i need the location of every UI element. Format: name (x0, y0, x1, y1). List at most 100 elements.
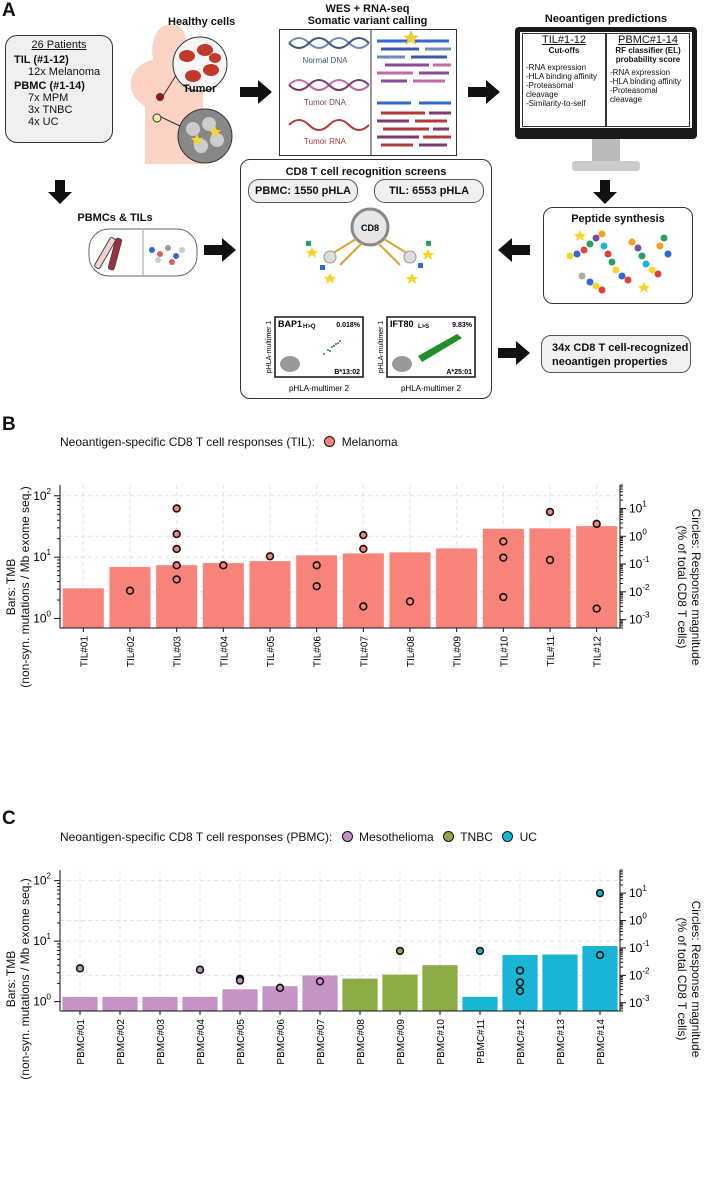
legend-c-title: Neoantigen-specific CD8 T cell responses… (60, 830, 333, 844)
normal-dna-label: Normal DNA (303, 56, 349, 65)
y-tick-exp: 0 (47, 993, 52, 1002)
ylabel-right-b: Circles: Response magnitude (% of total … (675, 437, 703, 737)
response-TIL#07 (359, 602, 368, 611)
arrow-to-screens (204, 238, 236, 262)
legend-c-uc: UC (519, 830, 537, 844)
patients-title: 26 Patients (31, 39, 87, 51)
til-sub: 12x Melanoma (28, 66, 101, 78)
response-TIL#03 (172, 504, 181, 513)
y-tick-exp: 2 (47, 487, 52, 496)
ylabel-right-b-2: (% of total CD8 T cells) (675, 525, 689, 649)
arrow-to-screens-from-peptides (498, 238, 530, 262)
panel-letter-c: C (2, 808, 16, 829)
screens-title: CD8 T cell recognition screens (285, 166, 447, 178)
y-tick-exp: 1 (47, 548, 52, 557)
cd8-cell-illustration: CD8 (306, 207, 434, 284)
response-TIL#03 (172, 575, 181, 584)
ylabel-left-b-2: (non-syn. mutations / Mb exome seq.) (18, 486, 32, 688)
y-tick-label: 102 (33, 872, 51, 888)
bar-PBMC#03 (142, 996, 178, 1011)
pbmc-col-title: PBMC#1-14 (618, 34, 678, 46)
x-tick-label: TIL#03 (173, 636, 184, 668)
y-tick-label: 100 (33, 993, 51, 1009)
pbmc-sub-tnbc: 3x TNBC (28, 104, 73, 116)
til-item-proteasomal: -Proteasomal cleavage (526, 81, 574, 99)
y2-tick-exp: -3 (642, 994, 650, 1003)
flow1-xlabel: pHLA-multimer 2 (289, 384, 350, 393)
y-tick-label: 101 (33, 548, 51, 564)
arrow-down-patients (48, 180, 72, 204)
pbmc-sub-mpm: 7x MPM (28, 92, 69, 104)
response-TIL#07 (359, 530, 368, 540)
response-TIL#10 (499, 553, 508, 562)
y2-tick-exp: 0 (642, 912, 647, 921)
tumor-dna-label: Tumor DNA (304, 98, 347, 107)
y2-tick-label: 10-3 (629, 611, 650, 627)
response-PBMC#06 (275, 983, 285, 993)
panel-letter-b: B (2, 414, 16, 435)
response-TIL#03 (172, 561, 181, 570)
response-PBMC#12 (515, 978, 525, 987)
ylabel-left-b: Bars: TMB (non-syn. mutations / Mb exome… (4, 437, 32, 737)
til-item-similarity: -Similarity-to-self (526, 99, 586, 108)
sequencing-panel: Normal DNA Tumor DNA Tumor RNA (279, 29, 457, 156)
pbmc-label: PBMC (#1-14) (14, 80, 85, 92)
response-PBMC#04 (195, 965, 205, 974)
x-tick-label: TIL#02 (126, 636, 137, 668)
bar-TIL#01 (62, 588, 104, 628)
ylabel-left-b-1: Bars: TMB (4, 558, 18, 616)
y2-tick-exp: 1 (642, 499, 647, 508)
y2-tick-label: 101 (629, 499, 647, 515)
flow2-hla: A*25:01 (446, 369, 472, 376)
y-tick-exp: 0 (47, 609, 52, 618)
response-TIL#12 (592, 519, 601, 529)
wes-title-1: WES + RNA-seq (325, 3, 410, 15)
x-tick-label: PBMC#11 (476, 1019, 487, 1064)
flow1-pct: 0.018% (336, 322, 361, 329)
legend-c-meso-dot (341, 831, 353, 842)
y2-tick-exp: -1 (642, 555, 650, 564)
til-item-rna: -RNA expression (526, 63, 587, 72)
patient-illustration (130, 24, 233, 164)
response-TIL#05 (265, 552, 275, 561)
y2-tick-label: 101 (629, 884, 647, 900)
flow1-mut: H>Q (303, 324, 316, 330)
response-TIL#10 (499, 537, 508, 546)
x-tick-label: PBMC#06 (276, 1019, 287, 1065)
tumor-rna-label: Tumor RNA (304, 137, 347, 146)
til-criteria-box: TIL#1-12 Cut-offs -RNA expression -HLA b… (522, 33, 606, 127)
x-tick-label: PBMC#01 (76, 1019, 87, 1065)
bar-PBMC#02 (102, 996, 138, 1011)
x-tick-label: PBMC#03 (156, 1019, 167, 1065)
y-tick-label: 100 (33, 609, 51, 625)
x-tick-label: PBMC#04 (196, 1019, 207, 1065)
bar-TIL#04 (202, 563, 244, 628)
bar-PBMC#08 (342, 978, 378, 1011)
y2-tick-exp: 0 (642, 527, 647, 536)
bar-PBMC#05 (222, 989, 258, 1011)
response-PBMC#14 (595, 950, 605, 960)
y2-tick-label: 10-2 (629, 583, 650, 599)
bar-TIL#11 (529, 528, 571, 628)
x-tick-label: PBMC#02 (116, 1019, 127, 1065)
bar-PBMC#10 (422, 965, 458, 1011)
response-TIL#03 (172, 544, 181, 554)
response-TIL#08 (405, 597, 415, 606)
x-tick-label: PBMC#12 (516, 1019, 527, 1065)
response-PBMC#05 (235, 976, 245, 985)
til-col-items: -RNA expression -HLA binding affinity -P… (526, 63, 605, 108)
y2-tick-exp: -3 (642, 611, 650, 620)
pbmc-item-proteasomal: -Proteasomal cleavage (610, 86, 658, 104)
til-col-title: TIL#1-12 (541, 34, 587, 46)
flow1-hla: B*13:02 (334, 369, 360, 376)
pbmc-sub-uc: 4x UC (28, 116, 59, 128)
flow2-ylabel: pHLA-multimer 1 (378, 321, 385, 374)
response-PBMC#11 (475, 946, 485, 956)
sample-tubes-icon (88, 228, 198, 277)
response-TIL#02 (125, 586, 135, 595)
pbmcs-tils-label: PBMCs & TILs (77, 212, 153, 224)
til-col-subtitle: Cut-offs (548, 46, 580, 55)
